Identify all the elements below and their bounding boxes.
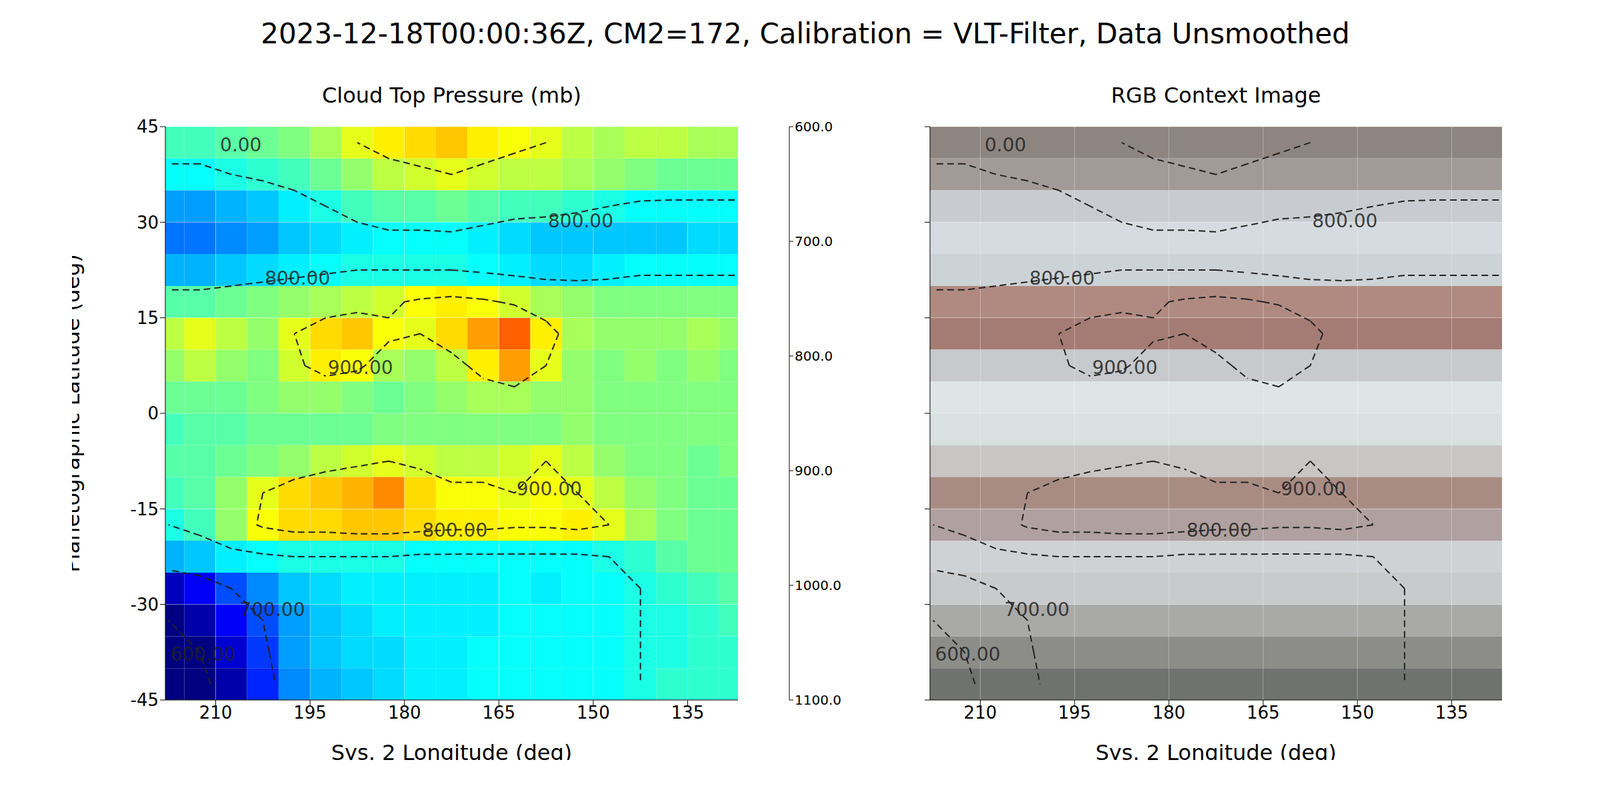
svg-text:195: 195	[293, 702, 327, 723]
svg-text:165: 165	[1246, 702, 1280, 723]
svg-text:-45: -45	[130, 690, 159, 710]
svg-text:900.00: 900.00	[1092, 356, 1158, 379]
svg-text:210: 210	[964, 702, 998, 723]
svg-text:900.00: 900.00	[516, 478, 582, 500]
svg-text:210: 210	[199, 702, 233, 723]
svg-text:30: 30	[136, 212, 159, 233]
svg-text:900.00: 900.00	[328, 356, 394, 379]
svg-text:800.00: 800.00	[1186, 519, 1252, 542]
svg-text:800.0: 800.0	[794, 348, 833, 364]
svg-text:700.00: 700.00	[1004, 598, 1070, 621]
svg-text:0: 0	[147, 403, 159, 424]
svg-text:135: 135	[1435, 702, 1469, 723]
svg-text:600.00: 600.00	[170, 643, 236, 666]
html-text:2023-12-18T00:00:36Z, CM2=172,: 2023-12-18T00:00:36Z, CM2=172, Calibrati…	[260, 17, 1350, 50]
svg-text:600.00: 600.00	[935, 643, 1001, 666]
svg-text:1000.0: 1000.0	[794, 577, 842, 594]
svg-text:-15: -15	[130, 499, 159, 520]
svg-text:180: 180	[1152, 702, 1186, 723]
svg-text:800.00: 800.00	[548, 210, 614, 232]
svg-text:800.00: 800.00	[422, 519, 488, 542]
svg-text:Sys. 2 Longitude (deg): Sys. 2 Longitude (deg)	[1095, 740, 1336, 760]
svg-text:Planetographic Latitude (deg): Planetographic Latitude (deg)	[72, 254, 85, 572]
svg-text:135: 135	[671, 702, 705, 723]
svg-text:165: 165	[482, 702, 516, 723]
svg-text:0.00: 0.00	[220, 134, 262, 156]
svg-text:-30: -30	[130, 594, 159, 615]
svg-text:900.00: 900.00	[1280, 478, 1346, 500]
html-text:RGB Context Image: RGB Context Image	[1111, 82, 1321, 108]
svg-text:800.00: 800.00	[1312, 210, 1378, 232]
svg-text:800.00: 800.00	[264, 267, 330, 290]
svg-text:150: 150	[1340, 702, 1374, 723]
svg-text:0.00: 0.00	[984, 134, 1026, 156]
svg-text:150: 150	[576, 702, 610, 723]
svg-text:700.0: 700.0	[794, 233, 833, 250]
svg-text:45: 45	[136, 116, 159, 137]
svg-text:800.00: 800.00	[1029, 267, 1095, 290]
svg-text:180: 180	[388, 702, 422, 723]
svg-text:15: 15	[136, 308, 159, 328]
svg-text:1100.0: 1100.0	[794, 692, 842, 708]
svg-text:195: 195	[1058, 702, 1092, 723]
svg-text:600.0: 600.0	[794, 118, 833, 135]
svg-text:Sys. 2 Longitude (deg): Sys. 2 Longitude (deg)	[331, 740, 572, 760]
html-text:Cloud Top Pressure (mb): Cloud Top Pressure (mb)	[322, 82, 582, 108]
svg-text:900.0: 900.0	[794, 462, 833, 479]
svg-text:700.00: 700.00	[239, 598, 305, 621]
